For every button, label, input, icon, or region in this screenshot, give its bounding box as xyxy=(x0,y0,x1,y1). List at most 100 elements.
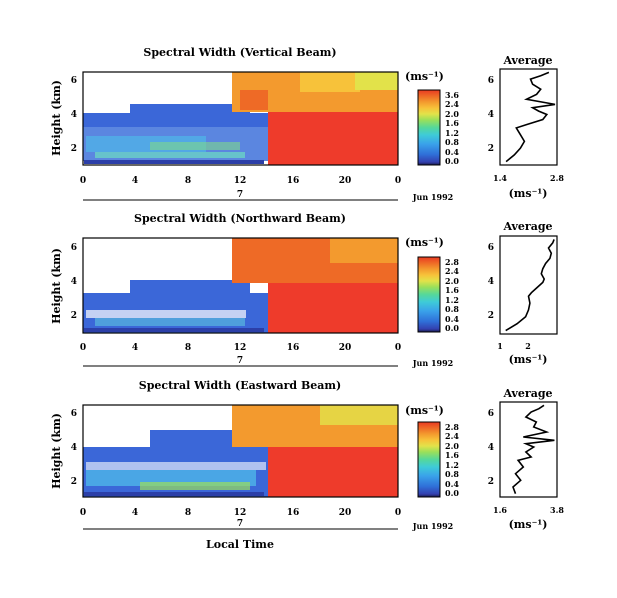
x-tick-label: 20 xyxy=(339,176,352,186)
y-tick-label: 4 xyxy=(71,277,77,287)
x-tick-label: 0 xyxy=(80,176,86,186)
avg-x-axis-label: (ms⁻¹) xyxy=(509,187,548,200)
avg-y-tick-label: 4 xyxy=(488,277,494,287)
heatmap-cell xyxy=(95,318,245,326)
y-axis-label: Height (km) xyxy=(50,413,63,489)
panel-title: Spectral Width (Vertical Beam) xyxy=(143,46,336,59)
x-tick-label: 12 xyxy=(234,508,247,518)
x-tick-label: 16 xyxy=(287,343,300,353)
colorbar xyxy=(417,256,441,333)
plot-frame xyxy=(82,404,399,498)
avg-y-tick-label: 2 xyxy=(488,311,494,321)
heatmap-vertical xyxy=(83,72,398,165)
y-tick-label: 6 xyxy=(71,409,77,419)
x-tick-label: 0 xyxy=(80,343,86,353)
colorbar-tick-label: 1.6 xyxy=(445,118,459,128)
date-label: Jun 1992 xyxy=(412,192,453,202)
heatmap-cell xyxy=(268,110,398,165)
heatmap-cell xyxy=(330,238,398,263)
average-line xyxy=(512,404,555,494)
colorbar-tick-label: 0.8 xyxy=(445,469,459,479)
avg-y-tick-label: 2 xyxy=(488,477,494,487)
average-line xyxy=(505,239,555,332)
x-tick-label: 4 xyxy=(132,343,138,353)
average-title: Average xyxy=(502,220,552,233)
heatmap-cell xyxy=(300,72,360,92)
colorbar-tick-label: 0.8 xyxy=(445,137,459,147)
heatmap-cell xyxy=(84,328,264,332)
heatmap-cell xyxy=(150,142,240,150)
average-line xyxy=(505,71,556,163)
colorbar-unit: (ms⁻¹) xyxy=(405,70,444,83)
avg-x-tick-label: 1.6 xyxy=(493,505,507,515)
average-1: Average 2 4 6 1.4 2.8 (ms⁻¹) xyxy=(488,54,565,200)
avg-x-tick-label: 1.4 xyxy=(493,173,507,183)
colorbar-tick-label: 1.6 xyxy=(445,285,459,295)
avg-y-tick-label: 2 xyxy=(488,144,494,154)
x-axis-label: Local Time xyxy=(206,538,274,551)
x-tick-label: 4 xyxy=(132,508,138,518)
avg-x-tick-label: 2.8 xyxy=(550,173,564,183)
y-tick-label: 4 xyxy=(71,110,77,120)
avg-y-tick-label: 6 xyxy=(488,409,494,419)
panel-title: Spectral Width (Eastward Beam) xyxy=(139,379,341,392)
colorbar xyxy=(417,421,441,498)
heatmap-cell xyxy=(268,447,398,497)
y-tick-label: 2 xyxy=(71,477,77,487)
x-tick-label: 8 xyxy=(185,176,191,186)
avg-y-tick-label: 6 xyxy=(488,243,494,253)
colorbar-unit: (ms⁻¹) xyxy=(405,404,444,417)
x-tick-label: 16 xyxy=(287,508,300,518)
y-tick-label: 4 xyxy=(71,443,77,453)
panel-eastward: Spectral Width (Eastward Beam) 2 4 6 Hei… xyxy=(50,379,459,551)
colorbar-tick-label: 3.6 xyxy=(445,90,459,100)
avg-y-tick-label: 6 xyxy=(488,76,494,86)
heatmap-cell xyxy=(84,492,264,496)
colorbar-unit: (ms⁻¹) xyxy=(405,236,444,249)
avg-x-axis-label: (ms⁻¹) xyxy=(509,518,548,531)
colorbar-tick-label: 2.4 xyxy=(445,99,459,109)
plot-frame xyxy=(82,237,399,334)
colorbar-ticks: 2.8 2.4 2.0 1.6 1.2 0.8 0.4 0.0 xyxy=(445,257,459,333)
x-tick-label: 0 xyxy=(80,508,86,518)
x-tick-label: 12 xyxy=(234,343,247,353)
heatmap-cell xyxy=(86,310,246,318)
heatmap-cell xyxy=(84,160,264,164)
date-label: Jun 1992 xyxy=(412,521,453,531)
x-ticks: 0 4 8 12 16 20 0 xyxy=(80,508,401,518)
x-tick-label: 4 xyxy=(132,176,138,186)
date-label: Jun 1992 xyxy=(412,358,453,368)
heatmap-cell xyxy=(320,405,398,425)
y-axis-label: Height (km) xyxy=(50,248,63,324)
colorbar-tick-label: 2.0 xyxy=(445,109,459,119)
x-tick-label: 8 xyxy=(185,508,191,518)
avg-y-tick-label: 4 xyxy=(488,443,494,453)
x-ticks: 0 4 8 12 16 20 0 xyxy=(80,176,401,186)
y-tick-label: 2 xyxy=(71,311,77,321)
x-tick-label: 8 xyxy=(185,343,191,353)
colorbar-tick-label: 0.4 xyxy=(445,147,459,157)
panel-vertical: Spectral Width (Vertical Beam) 2 4 6 Hei… xyxy=(50,46,459,202)
avg-x-tick-label: 2 xyxy=(525,341,531,351)
colorbar-tick-label: 2.0 xyxy=(445,276,459,286)
colorbar-tick-label: 0.4 xyxy=(445,479,459,489)
heatmap-cell xyxy=(240,90,268,110)
x-tick-label: 0 xyxy=(395,508,401,518)
colorbar-tick-label: 1.2 xyxy=(445,460,459,470)
colorbar-ticks: 3.6 2.4 2.0 1.6 1.2 0.8 0.4 0.0 xyxy=(445,90,459,166)
average-frame xyxy=(499,401,558,498)
heatmap-cell xyxy=(268,283,398,333)
y-axis-label: Height (km) xyxy=(50,80,63,156)
heatmap-cell xyxy=(83,113,268,127)
y-tick-label: 6 xyxy=(71,76,77,86)
colorbar-ticks: 2.8 2.4 2.0 1.6 1.2 0.8 0.4 0.0 xyxy=(445,422,459,498)
colorbar-tick-label: 0.8 xyxy=(445,304,459,314)
average-3: Average 2 4 6 1.6 3.8 (ms⁻¹) xyxy=(488,387,565,531)
average-frame xyxy=(499,235,558,335)
x-tick-label: 16 xyxy=(287,176,300,186)
day-label: 7 xyxy=(237,356,243,366)
colorbar-tick-label: 2.4 xyxy=(445,266,459,276)
average-frame xyxy=(499,68,558,166)
heatmap-eastward xyxy=(83,405,398,497)
x-ticks: 0 4 8 12 16 20 0 xyxy=(80,343,401,353)
